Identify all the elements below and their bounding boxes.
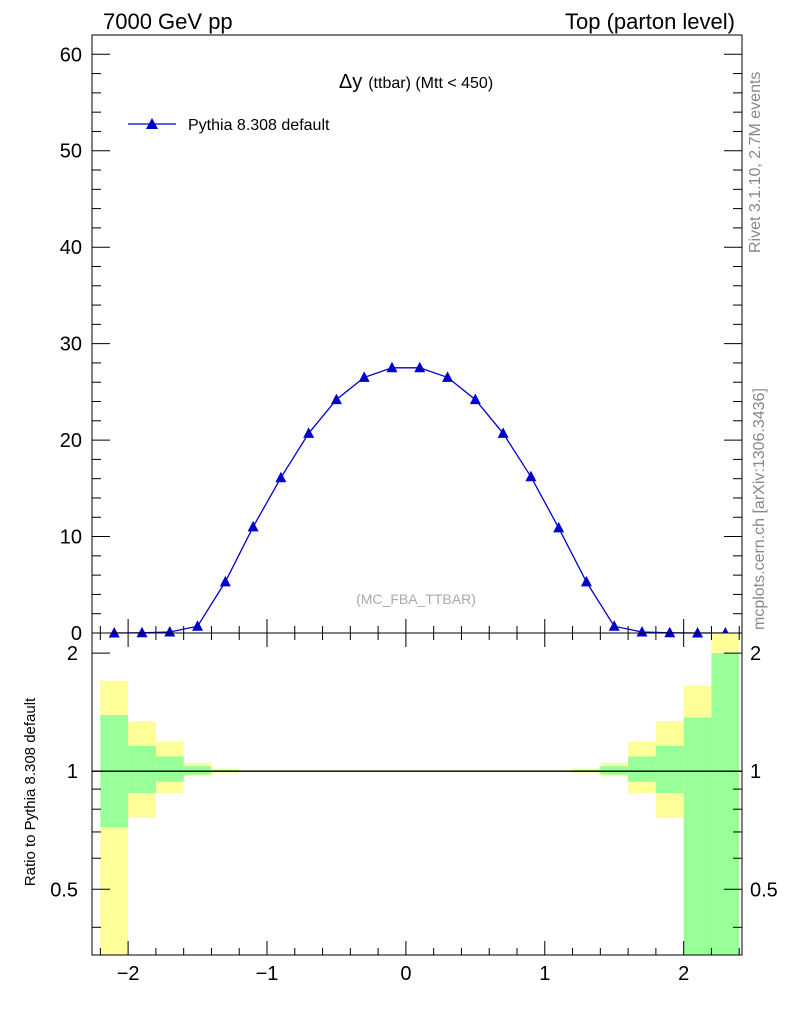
data-point — [664, 626, 676, 638]
data-point — [469, 393, 481, 405]
ratio-band-green — [183, 766, 212, 775]
data-point — [692, 627, 704, 638]
ratio-y-tick-label: 0.5 — [50, 879, 78, 901]
ratio-band-green — [628, 756, 656, 782]
legend-marker — [146, 118, 158, 129]
data-point — [330, 393, 342, 405]
data-point — [219, 575, 231, 587]
data-point — [192, 620, 204, 631]
mcplots-label: mcplots.cern.ch [arXiv:1306.3436] — [751, 388, 768, 630]
y-tick-label: 0 — [71, 623, 82, 645]
ratio-y-tick-label: 2 — [67, 643, 78, 665]
y-tick-label: 50 — [60, 141, 82, 163]
process-label: Top (parton level) — [565, 9, 735, 34]
data-point — [275, 471, 287, 483]
data-point — [580, 575, 592, 587]
chart-title: Δy (ttbar) (Mtt < 450) — [339, 71, 493, 93]
y-tick-label: 30 — [60, 334, 82, 356]
y-tick-label: 20 — [60, 430, 82, 452]
ratio-band-green — [155, 756, 184, 782]
data-point — [497, 427, 509, 438]
ratio-ylabel: Ratio to Pythia 8.308 default — [22, 697, 39, 886]
legend-label: Pythia 8.308 default — [188, 117, 330, 134]
ratio-data-layer — [92, 633, 742, 955]
x-tick-label: 2 — [678, 963, 689, 985]
data-point — [386, 361, 398, 373]
data-point — [303, 427, 315, 438]
data-point — [108, 627, 120, 638]
rivet-label: Rivet 3.1.10, 2.7M events — [747, 72, 764, 253]
ratio-band-green — [711, 653, 740, 955]
data-point — [414, 361, 426, 373]
ratio-y-tick-label-right: 1 — [750, 761, 761, 783]
data-point — [358, 371, 370, 382]
data-point — [553, 521, 565, 533]
x-tick-label: −1 — [256, 963, 279, 985]
ratio-y-tick-label: 1 — [67, 761, 78, 783]
analysis-watermark: (MC_FBA_TTBAR) — [356, 591, 476, 607]
x-tick-label: 0 — [400, 963, 411, 985]
ratio-band-green — [128, 745, 156, 793]
x-tick-label: 1 — [539, 963, 550, 985]
ratio-band-green — [655, 745, 684, 793]
y-tick-label: 60 — [60, 44, 82, 66]
data-point — [442, 371, 454, 382]
data-point — [247, 520, 259, 532]
data-point — [164, 626, 176, 637]
data-point — [525, 470, 537, 482]
legend: Pythia 8.308 default — [128, 117, 330, 134]
main-axes: 0 10 20 30 40 50 60 — [60, 34, 742, 645]
ratio-frame — [91, 632, 743, 956]
y-tick-label: 10 — [60, 527, 82, 549]
ratio-y-tick-label-right: 0.5 — [750, 879, 778, 901]
data-point — [136, 626, 148, 638]
data-point — [636, 626, 648, 637]
ratio-y-tick-label-right: 2 — [750, 643, 761, 665]
collider-label: 7000 GeV pp — [103, 9, 233, 34]
y-tick-label: 40 — [60, 237, 82, 259]
ratio-axes: −2 −1 0 1 2 0.5 0.5 1 1 2 2 — [50, 633, 778, 985]
main-data-layer — [108, 361, 731, 638]
x-tick-label: −2 — [117, 963, 140, 985]
ratio-band-green — [600, 766, 629, 775]
data-point — [608, 620, 620, 631]
ratio-band-green — [683, 717, 712, 955]
